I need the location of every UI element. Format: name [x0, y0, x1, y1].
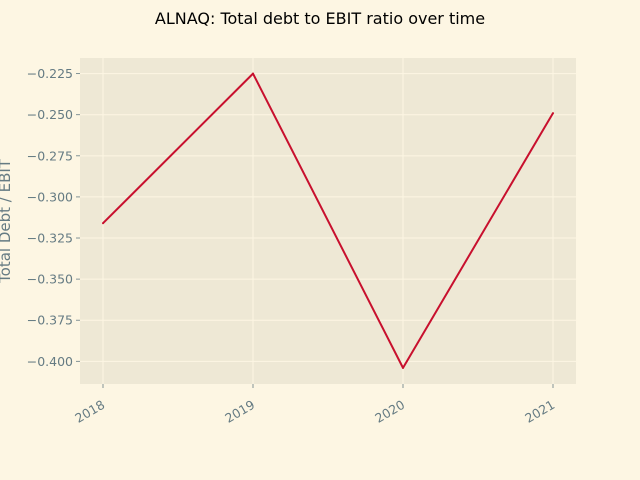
x-tick-label: 2018: [72, 397, 107, 426]
series-layer: [102, 72, 554, 369]
data-point: [552, 112, 554, 115]
y-axis-label: Total Debt / EBIT: [0, 158, 14, 284]
y-tick-label: −0.275: [27, 148, 73, 163]
y-tick-label: −0.300: [27, 189, 73, 204]
y-tick-label: −0.350: [27, 272, 73, 287]
chart-title: ALNAQ: Total debt to EBIT ratio over tim…: [155, 9, 485, 28]
y-tick-label: −0.325: [27, 231, 73, 246]
data-point: [102, 222, 104, 225]
y-tick-label: −0.400: [27, 354, 73, 369]
y-tick-label: −0.250: [27, 107, 73, 122]
y-tick-label: −0.225: [27, 66, 73, 81]
grid: [80, 58, 576, 384]
x-tick-label: 2019: [222, 397, 257, 426]
data-point: [252, 72, 254, 75]
data-point: [402, 366, 404, 369]
x-tick-label: 2021: [522, 397, 557, 426]
series-line: [102, 72, 554, 369]
y-tick-label: −0.375: [27, 313, 73, 328]
x-tick-label: 2020: [372, 397, 407, 426]
